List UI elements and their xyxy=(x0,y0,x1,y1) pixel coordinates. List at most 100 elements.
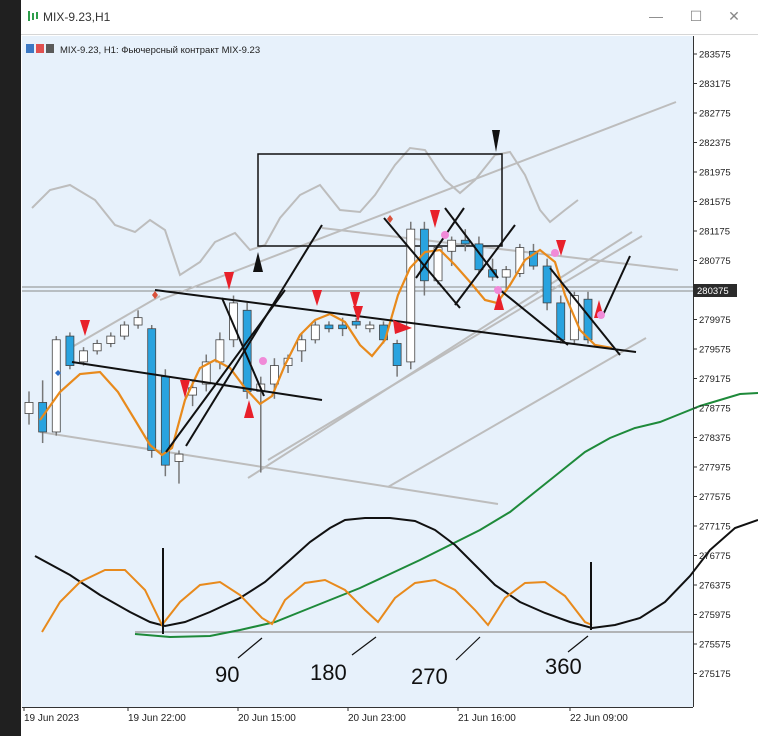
gray-trend-2 xyxy=(39,431,499,505)
red-arrow-down-icon xyxy=(350,292,360,310)
annotation-pointer-270 xyxy=(455,636,481,661)
price-axis[interactable] xyxy=(693,36,758,707)
bull-candle-body xyxy=(433,247,443,282)
black-line-11 xyxy=(454,224,516,306)
bull-candle-body xyxy=(24,402,34,414)
black-line-7 xyxy=(444,207,499,279)
candle xyxy=(460,229,470,252)
bull-candle-body xyxy=(406,228,416,363)
annotation-360: 360 xyxy=(545,654,582,679)
price-tick-label: 276775 xyxy=(699,551,731,562)
current-price-badge xyxy=(693,284,737,297)
orange-ma-line xyxy=(39,248,613,457)
pink-marker xyxy=(441,231,449,239)
gray-trend-5 xyxy=(387,337,647,488)
price-tick-label: 281575 xyxy=(699,197,731,208)
bear-candle-body xyxy=(419,228,429,282)
candle xyxy=(365,321,375,333)
bear-candle-body xyxy=(351,320,361,326)
time-tick-label: 22 Jun 09:00 xyxy=(570,713,628,724)
price-tick-label: 281175 xyxy=(699,227,730,238)
diamond-marker xyxy=(152,291,158,299)
diamond-marker xyxy=(387,215,393,223)
gray-trend-7 xyxy=(71,295,161,348)
green-ma-line xyxy=(134,392,758,639)
price-axis-ticks: 283575 283175 282775 282375 281975 281575 2811… xyxy=(693,50,731,680)
red-arrow-down-icon xyxy=(224,272,234,290)
price-tick-label: 283175 xyxy=(699,79,731,90)
annotation-pointer-360 xyxy=(567,635,589,653)
annotation-pointers xyxy=(237,635,589,661)
price-tick-label: 281975 xyxy=(699,168,731,179)
time-axis[interactable] xyxy=(22,707,693,737)
bull-candle-body xyxy=(270,365,279,385)
minimize-button[interactable]: — xyxy=(649,8,663,24)
candle xyxy=(65,332,75,370)
black-line-8 xyxy=(499,289,569,346)
bull-candle-body xyxy=(106,335,116,344)
black-line-1 xyxy=(154,289,637,353)
candle xyxy=(201,354,211,392)
time-tick-label: 20 Jun 15:00 xyxy=(238,713,296,724)
chart-header-text: MIX-9.23, H1: Фьючерсный контракт MIX-9.… xyxy=(60,45,260,56)
price-tick-label: 279975 xyxy=(699,315,731,326)
maximize-button[interactable]: ☐ xyxy=(689,8,703,24)
bull-candle-body xyxy=(133,317,143,326)
candle xyxy=(501,266,511,292)
price-tick-label: 275175 xyxy=(699,669,731,680)
bull-candle-body xyxy=(51,339,61,433)
price-tick-label: 282375 xyxy=(699,138,731,149)
left-edge-bar xyxy=(0,0,21,736)
red-arrow-right-icon xyxy=(393,320,412,334)
candle xyxy=(51,336,61,436)
red-signal-arrows xyxy=(80,210,604,418)
diamond-markers xyxy=(152,215,393,299)
candle xyxy=(392,339,402,377)
bear-candle-body xyxy=(392,343,402,366)
candle xyxy=(24,391,34,425)
price-tick-label: 278375 xyxy=(699,433,731,444)
candle xyxy=(79,347,88,366)
price-tick-label: 279575 xyxy=(699,345,731,356)
bear-candle-body xyxy=(65,335,75,366)
window-titlebar: MIX-9.23,H1 — ☐ ✕ xyxy=(21,0,758,35)
candle xyxy=(351,317,361,329)
candle xyxy=(529,243,538,270)
annotation-pointer-90 xyxy=(237,637,263,659)
black-trend-lines xyxy=(71,207,637,453)
candle xyxy=(324,321,334,333)
oscillator-orange-line xyxy=(41,569,593,633)
bear-candle-body xyxy=(147,328,157,451)
close-button[interactable]: ✕ xyxy=(728,8,740,24)
pink-marker xyxy=(551,249,559,257)
candle xyxy=(229,295,238,348)
red-arrow-down-icon xyxy=(180,380,190,398)
price-tick-label: 277975 xyxy=(699,463,731,474)
gray-trend-4 xyxy=(267,235,643,461)
pink-marker xyxy=(494,286,502,294)
candle xyxy=(147,325,157,458)
time-tick-label: 19 Jun 22:00 xyxy=(128,713,186,724)
red-arrow-up-icon xyxy=(494,292,504,310)
annotation-180: 180 xyxy=(310,660,347,685)
bear-candle-body xyxy=(460,239,470,245)
price-tick-label: 283575 xyxy=(699,50,731,61)
candle xyxy=(92,339,102,355)
bull-candle-body xyxy=(201,361,211,385)
current-price-label: 280375 xyxy=(697,286,729,297)
black-line-2 xyxy=(71,361,323,401)
black-line-9 xyxy=(549,267,621,356)
annotation-pointer-180 xyxy=(351,636,377,656)
candle xyxy=(406,221,416,370)
bear-candle-body xyxy=(324,324,334,330)
price-tick-label: 280775 xyxy=(699,256,731,267)
gray-trend-1 xyxy=(159,101,677,301)
pink-marker xyxy=(259,357,267,365)
highlight-rectangle[interactable] xyxy=(257,153,503,247)
candle xyxy=(106,332,116,348)
annotation-90: 90 xyxy=(215,662,239,687)
price-tick-label: 275575 xyxy=(699,640,731,651)
time-tick-label: 21 Jun 16:00 xyxy=(458,713,516,724)
bull-candle-body xyxy=(310,324,320,341)
